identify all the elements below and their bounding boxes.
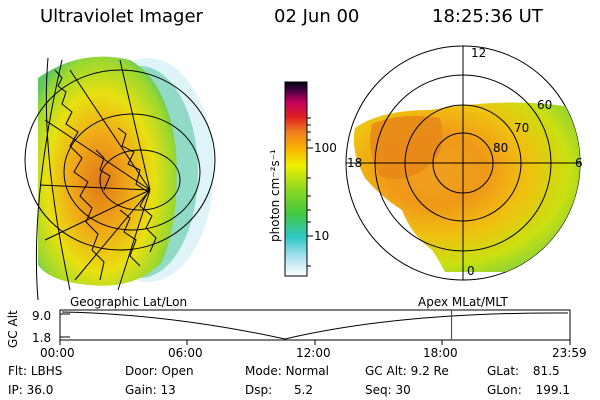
mlt-label-18: 18 <box>347 156 363 170</box>
status-filter-label: Flt: <box>8 364 27 378</box>
y-axis-label: GC Alt <box>6 310 20 348</box>
x-tick-0600: 06:00 <box>168 346 203 360</box>
status-glat-value: 81.5 <box>532 364 560 378</box>
status-dsp-value: 5.2 <box>293 383 314 397</box>
status-gc-alt-label: GC Alt: <box>365 364 407 378</box>
status-glon-label: GLon: <box>487 383 522 397</box>
x-tick-1800: 18:00 <box>423 346 458 360</box>
colorbar-tick-10: 10 <box>314 229 330 243</box>
y-tick-1-8: 1.8 <box>32 331 52 345</box>
mlt-label-12: 12 <box>471 46 487 60</box>
status-ip-label: IP: <box>8 383 23 397</box>
status-seq-value: 30 <box>395 383 411 397</box>
mlat-label-60: 60 <box>537 98 553 112</box>
status-gain: Gain: 13 <box>125 383 176 397</box>
status-filter-value: LBHS <box>30 364 63 378</box>
status-gc-alt: GC Alt: 9.2 Re <box>365 364 449 378</box>
mlat-label-80: 80 <box>493 141 509 155</box>
timeline-right-title: Apex MLat/MLT <box>418 295 508 309</box>
mlt-label-6: 6 <box>575 156 583 170</box>
status-seq-label: Seq: <box>365 383 392 397</box>
status-gain-label: Gain: <box>125 383 157 397</box>
colorbar-unit-label: photon cm⁻²s⁻¹ <box>268 149 282 242</box>
colorbar <box>284 81 313 277</box>
status-door: Door: Open <box>125 364 194 378</box>
y-tick-9: 9.0 <box>32 309 52 323</box>
status-seq: Seq: 30 <box>365 383 411 397</box>
x-tick-1200: 12:00 <box>296 346 331 360</box>
x-tick-0000: 00:00 <box>40 346 75 360</box>
status-dsp-label: Dsp: <box>245 383 273 397</box>
instrument-title: Ultraviolet Imager <box>40 6 203 27</box>
status-gc-alt-value: 9.2 Re <box>410 364 449 378</box>
status-door-label: Door: <box>125 364 158 378</box>
altitude-timeline <box>59 309 571 345</box>
status-glat: GLat: 81.5 <box>487 364 560 378</box>
status-mode-label: Mode: <box>245 364 282 378</box>
geographic-image <box>24 56 216 301</box>
status-glon-value: 199.1 <box>535 383 570 397</box>
status-filter: Flt: LBHS <box>8 364 62 378</box>
mlat-label-70: 70 <box>514 121 530 135</box>
timeline-left-title: Geographic Lat/Lon <box>70 295 188 309</box>
status-door-value: Open <box>161 364 194 378</box>
status-ip-value: 36.0 <box>26 383 54 397</box>
status-gain-value: 13 <box>160 383 176 397</box>
image-date: 02 Jun 00 <box>274 6 360 27</box>
colorbar-tick-100: 100 <box>314 141 337 155</box>
mlt-label-0: 0 <box>467 264 475 278</box>
status-mode: Mode: Normal <box>245 364 329 378</box>
status-dsp: Dsp: 5.2 <box>245 383 313 397</box>
status-mode-value: Normal <box>285 364 329 378</box>
status-ip: IP: 36.0 <box>8 383 53 397</box>
status-glon: GLon: 199.1 <box>487 383 570 397</box>
polar-plot <box>345 45 581 281</box>
image-time: 18:25:36 UT <box>432 6 543 27</box>
x-tick-2359: 23:59 <box>552 346 587 360</box>
status-glat-label: GLat: <box>487 364 520 378</box>
